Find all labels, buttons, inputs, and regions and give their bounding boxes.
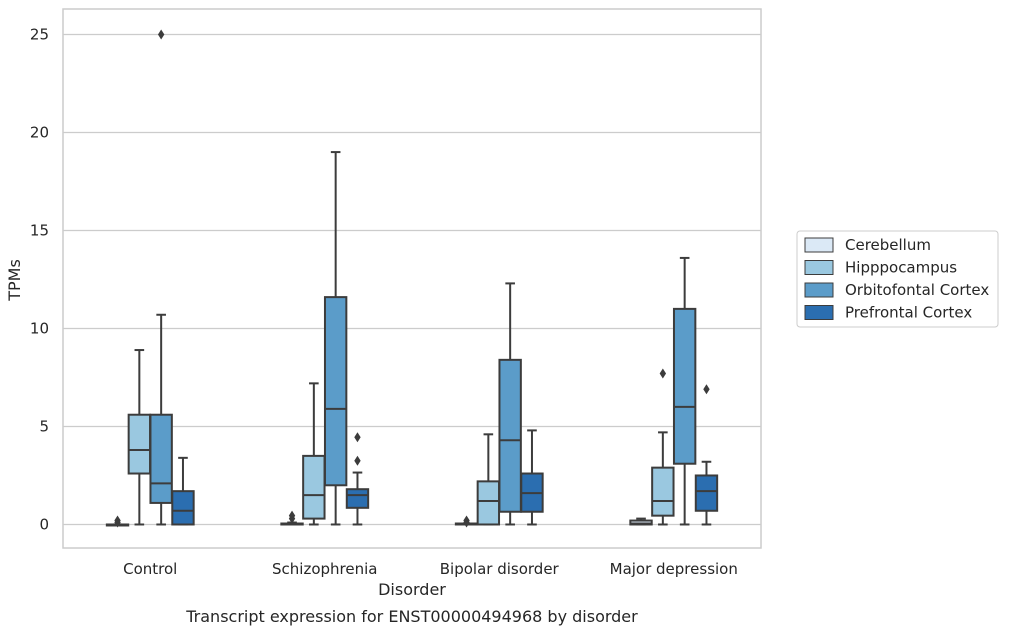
outlier-point [354,455,361,466]
box [105,515,130,528]
outlier-point [354,432,361,443]
y-tick-label: 25 [30,25,49,43]
y-tick-label: 20 [30,123,49,141]
outlier-point [703,384,710,395]
box [629,517,653,526]
box-iqr [345,488,370,509]
box-iqr [476,480,501,526]
box [280,510,304,526]
x-tick-label: Major depression [610,560,738,578]
box [302,382,326,526]
box-series [105,29,719,528]
box [171,456,195,526]
legend-swatch [804,237,834,253]
box-iqr [149,413,173,504]
legend-items: Cerebellum Hipppocampus Orbitofontal Corte… [804,236,989,322]
box-iqr [302,454,326,520]
chart-caption: Transcript expression for ENST0000049496… [185,607,638,626]
legend: Cerebellum Hipppocampus Orbitofontal Corte… [796,230,999,328]
box [323,151,348,526]
box-iqr [672,307,697,465]
outlier-point [288,510,296,521]
y-tick-labels: 0 5 10 15 20 25 [30,25,49,533]
y-tick-label: 15 [30,221,49,239]
box-iqr [651,466,675,517]
outlier-point [463,515,470,526]
box [476,433,501,526]
legend-label: Orbitofontal Cortex [845,281,989,299]
box [694,384,719,526]
box [520,429,544,526]
y-tick-label: 5 [39,417,49,435]
legend-label: Hipppocampus [845,259,957,277]
y-tick-label: 0 [39,515,49,533]
outlier-point [659,368,667,379]
box-iqr [127,413,152,475]
x-tick-label: Schizophrenia [272,560,377,578]
x-tick-label: Bipolar disorder [440,560,560,578]
box-iqr [323,296,348,487]
legend-box [796,230,999,328]
box-iqr [498,358,522,513]
box [651,368,675,526]
box [345,432,370,526]
y-axis-title: TPMs [5,259,24,302]
outlier-point [114,515,121,526]
x-tick-labels: Control Schizophrenia Bipolar disorder Majo… [123,560,738,578]
x-axis-title: Disorder [378,580,446,599]
legend-swatch [804,260,834,275]
box [672,256,697,526]
legend-swatch [804,305,834,320]
legend-swatch [804,282,834,298]
box [149,29,173,526]
outlier-point [157,29,165,40]
y-tick-label: 10 [30,319,49,337]
box [498,282,522,526]
x-tick-label: Control [123,560,177,578]
legend-label: Cerebellum [845,236,931,254]
box-iqr [171,490,195,526]
legend-label: Prefrontal Cortex [845,304,972,322]
box-iqr [694,474,719,512]
